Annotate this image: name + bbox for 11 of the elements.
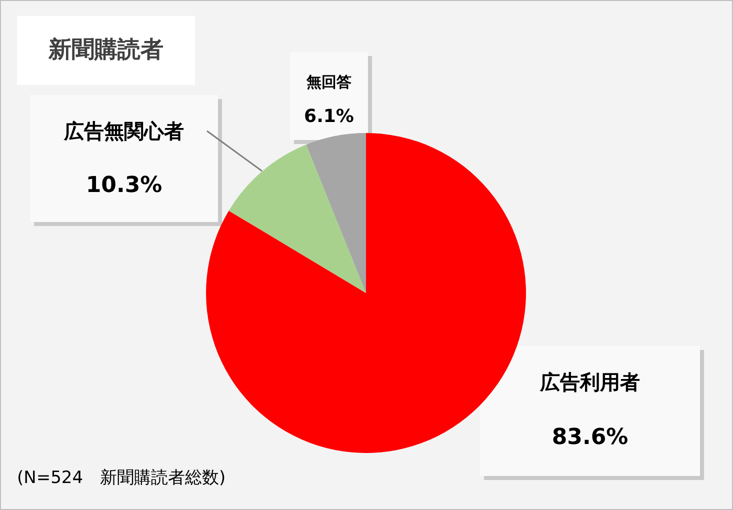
slice-label: 広告利用者	[539, 370, 640, 394]
pie-slice	[228, 144, 366, 293]
slice-label: 無回答	[306, 73, 352, 91]
slice-label: 広告無関心者	[63, 119, 184, 143]
data-label: 10.3%	[86, 173, 162, 198]
text: (N=524 新聞購読者総数)	[17, 468, 226, 488]
pie-slice	[206, 133, 526, 453]
data-label: 6.1%	[304, 106, 354, 127]
chart-title: 新聞購読者	[48, 36, 164, 63]
pie-slice	[306, 133, 366, 293]
data-label: 83.6%	[552, 425, 628, 450]
